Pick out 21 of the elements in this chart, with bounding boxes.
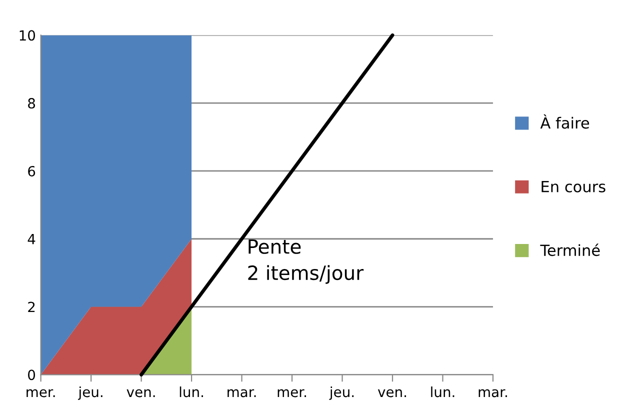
x-tick-label: ven. [378,389,406,398]
y-tick-label: 4 [28,234,36,244]
x-tick-label: mar. [478,389,507,398]
x-tick-label: ven. [126,389,155,398]
y-tick-label: 2 [28,302,35,312]
x-tick-label: mer. [26,389,55,398]
x-tick-label: lun. [180,386,203,398]
x-tick-label: lun. [431,386,454,398]
annotation: Pente 2 items/jour [248,239,364,284]
x-tick-label: mer. [278,389,306,398]
y-tick-label: 0 [28,370,36,380]
y-tick-label: 6 [28,166,36,176]
legend-label: À faire [540,114,590,129]
y-tick-label: 10 [20,30,36,41]
x-tick-label: mar. [228,389,256,398]
legend-label: Terminé [540,244,600,256]
x-tick-label: jeu. [78,386,102,400]
y-tick-label: 8 [28,98,36,109]
line-series [140,33,394,376]
x-tick-label: jeu. [329,386,354,400]
legend-label: En cours [542,181,606,192]
